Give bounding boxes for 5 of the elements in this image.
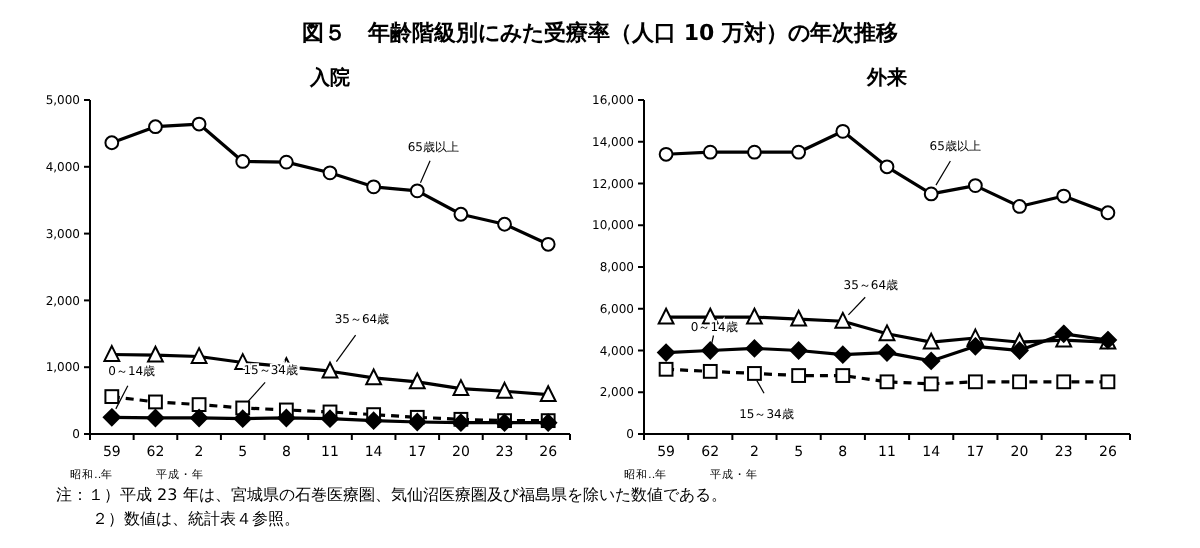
text: ２）数値は、統計表４参照。 <box>92 510 300 528</box>
chart-title: 図５ 年齢階級別にみた受療率（人口 10 万対）の年次推移 <box>302 20 898 46</box>
chart-subtitle: 入院 <box>308 66 350 90</box>
chart-title: 外来 <box>865 66 907 90</box>
text: 注：１）平成 23 年は、宮城県の石巻医療圏、気仙沼医療圏及び福島県を除いた数値である。 <box>56 486 727 504</box>
